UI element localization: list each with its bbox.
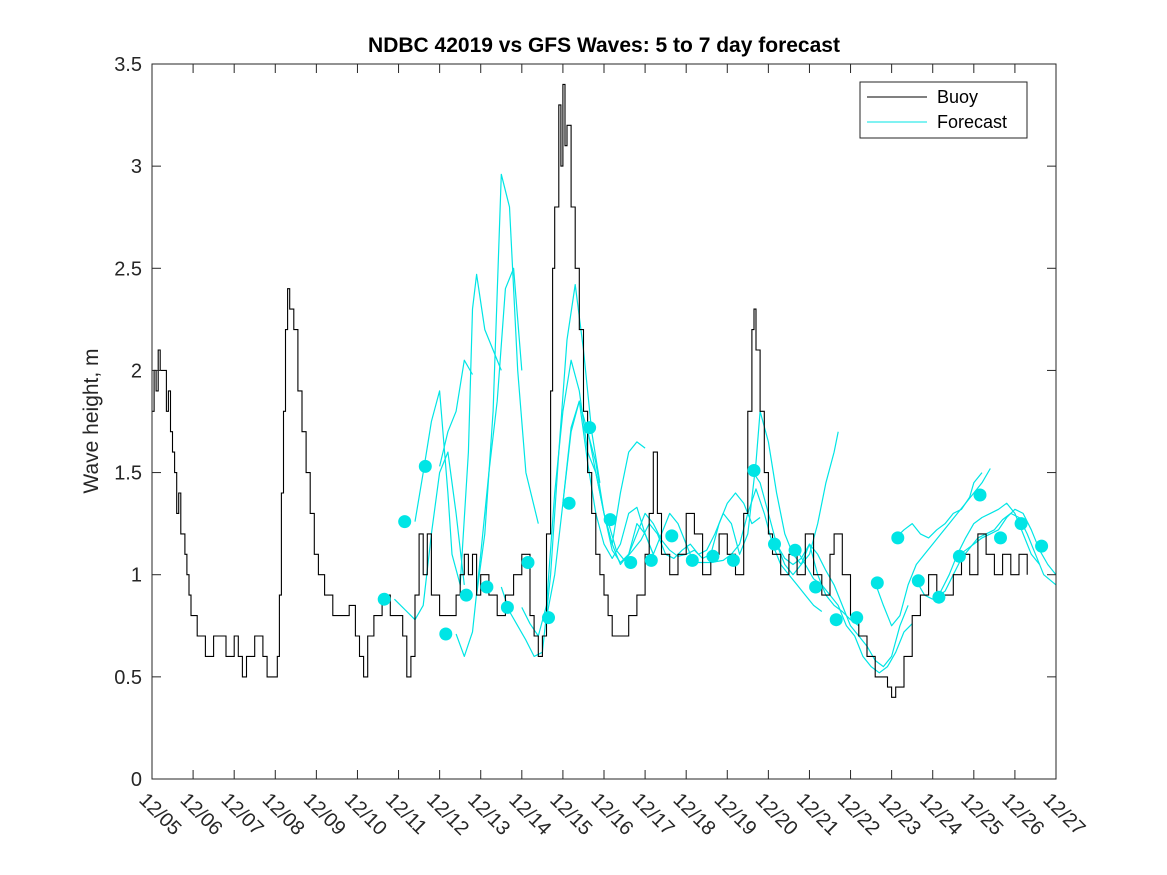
forecast-run-line-16 bbox=[895, 472, 983, 539]
forecast-marker-32 bbox=[1014, 517, 1028, 531]
y-tick-label: 2.5 bbox=[114, 258, 142, 280]
forecast-marker-12 bbox=[603, 513, 617, 527]
y-tick-label: 0 bbox=[131, 769, 142, 791]
forecast-run-line-5 bbox=[476, 173, 539, 596]
forecast-marker-28 bbox=[932, 590, 946, 604]
forecast-run-line-3 bbox=[439, 359, 474, 467]
y-tick-label: 1 bbox=[131, 565, 142, 587]
forecast-run-line-14 bbox=[776, 543, 909, 668]
forecast-run-line-12 bbox=[686, 488, 823, 612]
forecast-marker-4 bbox=[439, 627, 453, 641]
forecast-run-line-17 bbox=[874, 468, 991, 627]
forecast-marker-29 bbox=[952, 549, 966, 563]
forecast-marker-21 bbox=[788, 543, 802, 557]
forecast-marker-20 bbox=[768, 537, 781, 551]
forecast-marker-5 bbox=[459, 588, 473, 602]
forecast-marker-8 bbox=[521, 556, 535, 569]
forecast-marker-2 bbox=[398, 515, 412, 529]
y-tick-label: 2 bbox=[131, 360, 142, 382]
forecast-marker-30 bbox=[973, 488, 987, 502]
forecast-marker-16 bbox=[685, 553, 699, 567]
forecast-marker-27 bbox=[911, 574, 925, 588]
forecast-marker-14 bbox=[644, 553, 658, 567]
forecast-marker-6 bbox=[480, 580, 494, 594]
forecast-marker-31 bbox=[994, 531, 1007, 545]
forecast-marker-18 bbox=[726, 553, 740, 567]
forecast-marker-1 bbox=[377, 592, 391, 606]
y-tick-label: 3 bbox=[131, 156, 142, 178]
y-tick-label: 1.5 bbox=[114, 463, 142, 485]
forecast-marker-23 bbox=[829, 613, 843, 627]
legend-forecast-label: Forecast bbox=[937, 112, 1007, 132]
axes-background bbox=[152, 64, 1056, 779]
y-axis-label: Wave height, m bbox=[80, 348, 103, 493]
forecast-marker-7 bbox=[500, 600, 514, 614]
forecast-run-line-19 bbox=[936, 512, 1057, 598]
forecast-marker-17 bbox=[706, 549, 720, 563]
plot-area bbox=[152, 64, 1056, 779]
y-axis: 0 0.5 1 1.5 2 2.5 3 3.5 bbox=[114, 54, 1056, 791]
forecast-marker-13 bbox=[624, 556, 638, 569]
forecast-marker-11 bbox=[583, 421, 597, 435]
forecast-run-line-9 bbox=[562, 400, 695, 565]
forecast-run-line-7 bbox=[521, 359, 646, 637]
forecast-marker-24 bbox=[850, 611, 864, 625]
forecast-run-line-10 bbox=[587, 429, 761, 564]
legend-box bbox=[859, 81, 1028, 139]
forecast-markers-group bbox=[377, 421, 1049, 641]
forecast-run-line-11 bbox=[607, 410, 839, 566]
chart-title: NDBC 42019 vs GFS Waves: 5 to 7 day fore… bbox=[368, 34, 840, 57]
forecast-marker-19 bbox=[747, 464, 761, 477]
forecast-marker-25 bbox=[870, 576, 884, 590]
forecast-marker-15 bbox=[665, 529, 679, 543]
forecast-marker-10 bbox=[562, 496, 576, 510]
y-tick-label: 0.5 bbox=[114, 667, 142, 689]
y-tick-label: 3.5 bbox=[114, 54, 142, 76]
forecast-marker-3 bbox=[418, 459, 432, 473]
forecast-marker-26 bbox=[891, 531, 905, 545]
legend: Buoy Forecast bbox=[859, 81, 1028, 139]
legend-buoy-label: Buoy bbox=[937, 87, 978, 107]
forecast-marker-22 bbox=[809, 580, 823, 594]
forecast-marker-33 bbox=[1035, 539, 1049, 553]
forecast-marker-9 bbox=[542, 611, 555, 625]
